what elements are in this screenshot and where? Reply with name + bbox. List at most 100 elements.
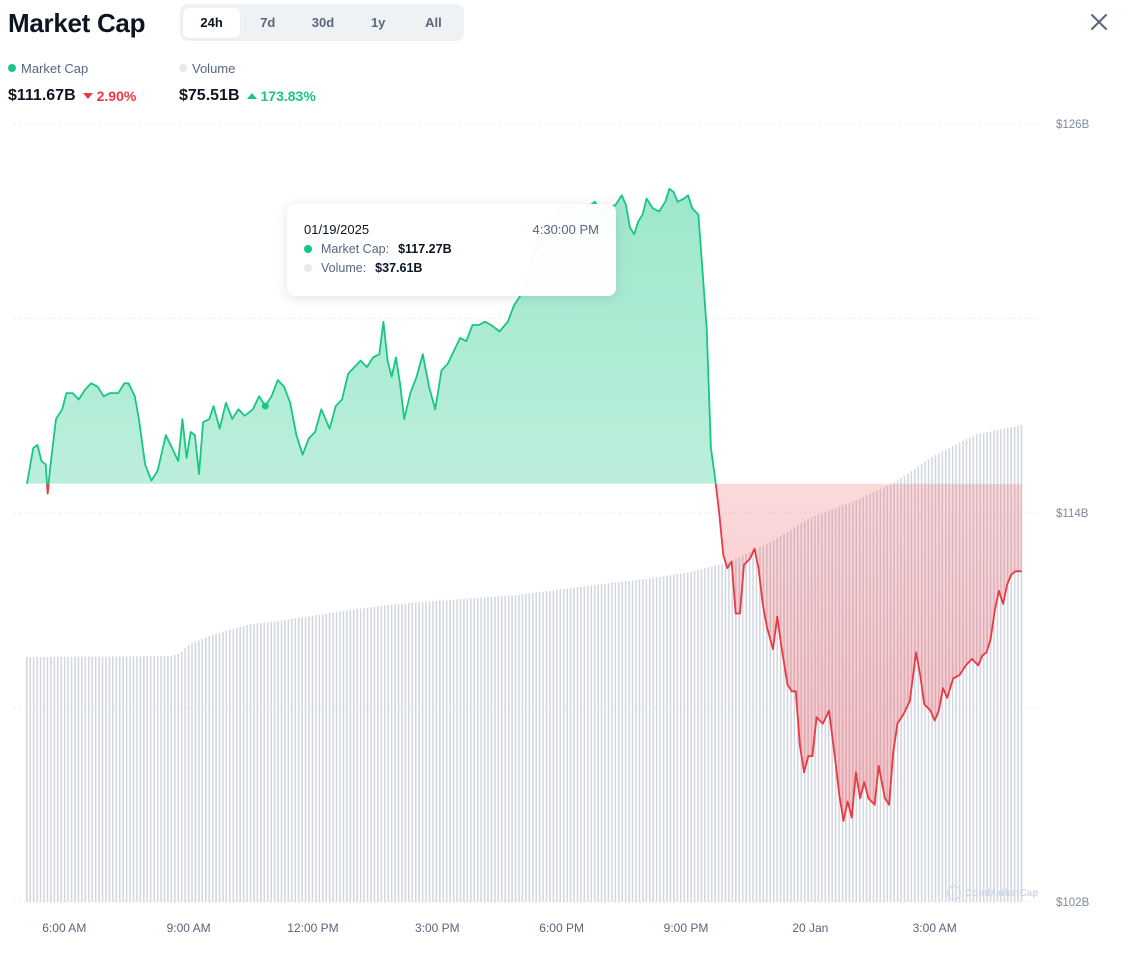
volume-bar xyxy=(562,588,565,902)
tab-all[interactable]: All xyxy=(425,15,442,30)
tab-30d[interactable]: 30d xyxy=(311,15,335,30)
volume-bar xyxy=(432,601,434,902)
volume-bar xyxy=(776,538,778,902)
volume-bar xyxy=(497,596,500,902)
volume-bar xyxy=(232,628,235,902)
volume-bar xyxy=(180,651,183,902)
caret-down-icon xyxy=(82,93,93,99)
volume-bar xyxy=(191,643,193,902)
volume-bar xyxy=(659,576,661,902)
volume-bar xyxy=(187,645,190,902)
close-button[interactable] xyxy=(1087,10,1111,34)
volume-bar xyxy=(762,545,765,902)
volume-bar xyxy=(504,595,507,902)
volume-bar xyxy=(194,642,197,902)
volume-bar xyxy=(549,590,551,902)
volume-bar xyxy=(167,656,169,902)
volume-bar xyxy=(105,656,107,902)
volume-bar xyxy=(387,605,390,902)
volume-bar xyxy=(70,656,73,902)
volume-bar xyxy=(745,553,747,902)
tab-7d[interactable]: 7d xyxy=(260,15,276,30)
market-cap-areas xyxy=(27,188,1022,821)
volume-bar xyxy=(559,589,562,902)
volume-bar xyxy=(741,555,744,902)
volume-bar xyxy=(56,656,59,902)
legend-volume[interactable]: Volume $75.51B 173.83% xyxy=(179,60,316,105)
tab-24h[interactable]: 24h xyxy=(183,7,241,38)
volume-bar xyxy=(514,595,517,902)
volume-bar xyxy=(46,656,49,902)
volume-bar xyxy=(98,656,100,902)
volume-bar xyxy=(755,549,758,902)
tab-1y[interactable]: 1y xyxy=(370,15,386,30)
volume-bar xyxy=(724,563,727,902)
volume-bar xyxy=(418,602,420,902)
volume-bar xyxy=(301,617,303,902)
volume-bar xyxy=(614,582,617,902)
time-range-tabs: 24h 7d 30d 1y All xyxy=(180,4,464,41)
volume-bar xyxy=(759,547,761,902)
volume-bar xyxy=(576,587,579,902)
volume-bar xyxy=(590,585,593,902)
tooltip-time: 4:30:00 PM xyxy=(532,222,600,237)
volume-bar xyxy=(466,598,469,902)
close-icon xyxy=(1091,14,1107,30)
volume-bar xyxy=(29,656,32,902)
volume-bar xyxy=(246,625,248,902)
volume-bar xyxy=(63,656,66,902)
volume-bar xyxy=(1010,427,1012,902)
volume-bar xyxy=(679,573,682,902)
volume-bar xyxy=(208,635,211,902)
volume-bar xyxy=(731,560,734,902)
volume-bar xyxy=(790,529,792,902)
volume-bar xyxy=(390,604,393,902)
volume-bar xyxy=(60,656,63,902)
volume-bar xyxy=(525,593,527,902)
volume-bar xyxy=(174,655,176,902)
tooltip-volume-value: $37.61B xyxy=(375,261,423,275)
y-tick-label: $126B xyxy=(1056,119,1090,131)
volume-bar xyxy=(975,434,978,902)
volume-bar xyxy=(989,431,992,902)
chart-header: Market Cap xyxy=(8,4,145,42)
volume-bar xyxy=(1017,425,1019,902)
volume-bar xyxy=(986,432,988,902)
volume-bar xyxy=(325,613,328,902)
volume-bar xyxy=(163,656,166,902)
volume-bar xyxy=(556,589,558,902)
volume-bar xyxy=(494,596,496,902)
volume-bar xyxy=(87,656,90,902)
x-tick-label: 9:00 PM xyxy=(664,921,709,935)
legend-market-cap[interactable]: Market Cap $111.67B 2.90% xyxy=(8,60,136,105)
market-cap-change: 2.90% xyxy=(82,88,136,104)
volume-bar xyxy=(270,621,272,902)
volume-bar xyxy=(139,656,142,902)
volume-change: 173.83% xyxy=(246,88,316,104)
x-axis: 6:00 AM 9:00 AM 12:00 PM 3:00 PM 6:00 PM 9:00… xyxy=(42,921,956,935)
volume-bar xyxy=(94,656,97,902)
volume-bar xyxy=(108,656,111,902)
volume-bar xyxy=(470,598,472,902)
volume-bar xyxy=(738,557,741,902)
volume-bar xyxy=(273,621,276,902)
volume-bar xyxy=(294,618,297,902)
x-tick-label: 9:00 AM xyxy=(167,921,211,935)
volume-bar xyxy=(346,610,348,902)
volume-bar xyxy=(349,610,352,902)
watermark: CoinMarketCap xyxy=(947,886,1038,900)
volume-bar xyxy=(710,566,713,902)
y-tick-label: $102B xyxy=(1056,897,1090,909)
volume-bar xyxy=(979,433,982,902)
volume-bar xyxy=(411,602,414,902)
volume-bar xyxy=(728,561,730,902)
volume-bar xyxy=(772,540,775,902)
volume-bar xyxy=(366,607,369,902)
volume-bar xyxy=(74,656,76,902)
volume-bar xyxy=(500,596,503,902)
volume-bar xyxy=(587,585,589,902)
volume-bar xyxy=(618,582,620,902)
volume-bar xyxy=(666,575,668,902)
volume-bar xyxy=(132,656,135,902)
